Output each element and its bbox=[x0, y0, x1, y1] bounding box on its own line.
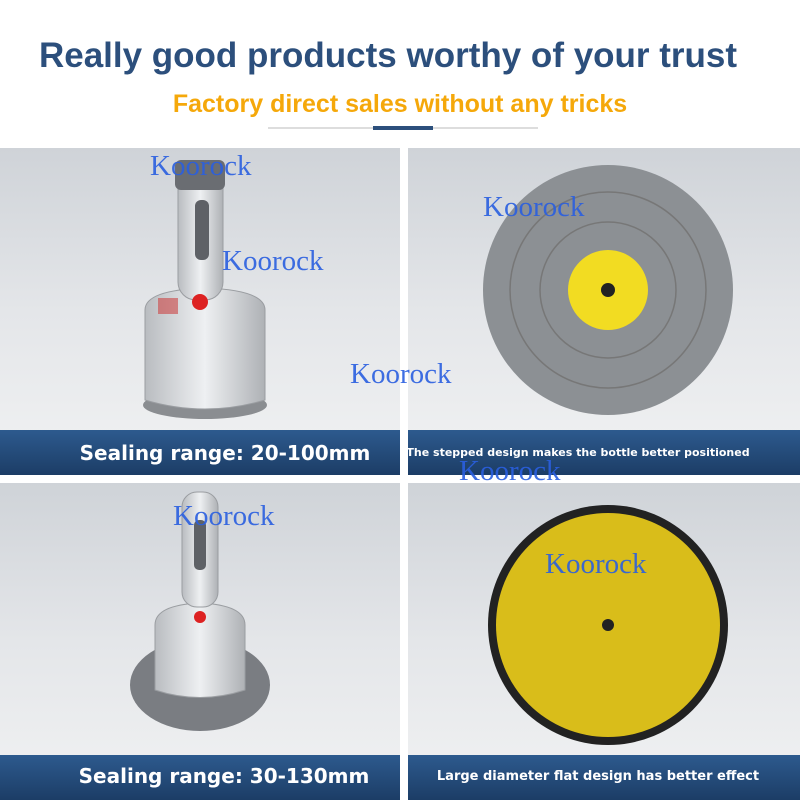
product-image bbox=[488, 505, 728, 745]
caption: Sealing range: 20-100mm bbox=[80, 441, 371, 465]
title: Really good products worthy of your trus… bbox=[39, 36, 737, 75]
caption: The stepped design makes the bottle bett… bbox=[406, 446, 749, 459]
subtitle: Factory direct sales without any tricks bbox=[173, 90, 627, 118]
caption: Sealing range: 30-130mm bbox=[79, 764, 370, 788]
watermark: Koorock bbox=[483, 191, 585, 223]
caption-bar bbox=[408, 755, 800, 800]
caption-bar bbox=[0, 755, 400, 800]
product-image bbox=[483, 165, 733, 415]
watermark: Koorock bbox=[222, 245, 324, 277]
watermark: Koorock bbox=[545, 548, 647, 580]
caption-bar bbox=[408, 430, 800, 475]
product-image bbox=[143, 160, 267, 419]
watermark: Koorock bbox=[173, 500, 275, 532]
product-image bbox=[130, 491, 270, 731]
watermark: Koorock bbox=[150, 150, 252, 182]
watermark: Koorock bbox=[350, 358, 452, 390]
caption-bar bbox=[0, 430, 400, 475]
divider-accent bbox=[373, 126, 433, 130]
watermark: Koorock bbox=[459, 455, 561, 487]
caption: Large diameter flat design has better ef… bbox=[437, 769, 759, 784]
